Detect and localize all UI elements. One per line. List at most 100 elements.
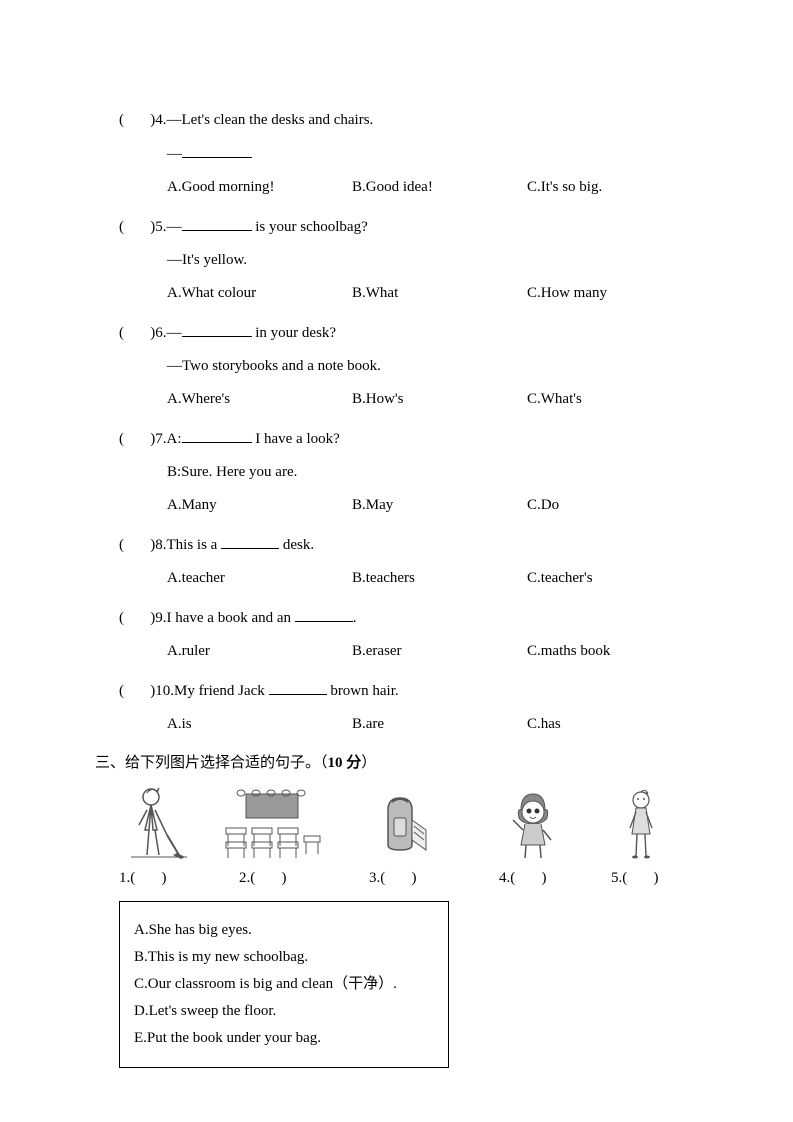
q4-prompt-line: ( ) 4.—Let's clean the desks and chairs.: [95, 110, 698, 131]
q-num: 9: [155, 610, 163, 626]
q10-suffix: brown hair.: [327, 683, 399, 699]
q9-suffix: .: [353, 610, 357, 626]
choice-a: A.Good morning!: [167, 177, 352, 198]
options-box: A.She has big eyes. B.This is my new sch…: [119, 901, 449, 1068]
answer-paren[interactable]: ( ): [119, 217, 155, 238]
q9-choices: A.ruler B.eraser C.maths book: [167, 641, 698, 662]
choice-c: C.It's so big.: [527, 177, 602, 198]
choice-a: A.Many: [167, 495, 352, 516]
blank[interactable]: [221, 534, 279, 549]
girl-sweeping-icon: [129, 785, 189, 860]
choice-b: B.are: [352, 714, 527, 735]
choice-b: B.teachers: [352, 568, 527, 589]
sec3-points: 10 分: [328, 755, 362, 771]
picture-1: [119, 785, 199, 860]
answer-5[interactable]: 5.( ): [611, 868, 659, 889]
q-num: 6: [155, 325, 163, 341]
q7-prompt-line: ( ) 7.A: I have a look?: [95, 428, 698, 450]
question-4: ( ) 4.—Let's clean the desks and chairs.…: [95, 110, 698, 198]
blank[interactable]: [182, 143, 252, 158]
answer-paren[interactable]: ( ): [119, 323, 155, 344]
q6-choices: A.Where's B.How's C.What's: [167, 389, 698, 410]
option-d: D.Let's sweep the floor.: [134, 1001, 434, 1022]
answer-paren[interactable]: ( ): [119, 535, 155, 556]
picture-4: [483, 790, 583, 860]
q8-prefix: This is a: [167, 537, 222, 553]
choice-a: A.ruler: [167, 641, 352, 662]
answer-4[interactable]: 4.( ): [499, 868, 611, 889]
option-e: E.Put the book under your bag.: [134, 1028, 434, 1049]
q6-response: —Two storybooks and a note book.: [167, 356, 698, 377]
question-8: ( ) 8.This is a desk. A.teacher B.teache…: [95, 534, 698, 589]
choice-c: C.teacher's: [527, 568, 593, 589]
answer-paren[interactable]: ( ): [119, 608, 155, 629]
picture-2: [211, 788, 331, 860]
q6-prefix: —: [167, 325, 182, 341]
choice-a: A.Where's: [167, 389, 352, 410]
q8-suffix: desk.: [279, 537, 314, 553]
q9-prompt-line: ( ) 9.I have a book and an .: [95, 607, 698, 629]
q4-prompt: —Let's clean the desks and chairs.: [167, 112, 374, 128]
q5-choices: A.What colour B.What C.How many: [167, 283, 698, 304]
q9-text: 9.I have a book and an .: [155, 607, 356, 629]
q6-prompt-line: ( ) 6.— in your desk?: [95, 322, 698, 344]
choice-c: C.How many: [527, 283, 607, 304]
q-num: 8: [155, 537, 163, 553]
q7-suffix: I have a look?: [252, 431, 340, 447]
choice-c: C.maths book: [527, 641, 610, 662]
blank[interactable]: [269, 680, 327, 695]
option-a: A.She has big eyes.: [134, 920, 434, 941]
choice-b: B.What: [352, 283, 527, 304]
girl-standing-icon: [616, 786, 666, 860]
answer-paren[interactable]: ( ): [119, 429, 155, 450]
option-b: B.This is my new schoolbag.: [134, 947, 434, 968]
blank[interactable]: [182, 322, 252, 337]
q8-text: 8.This is a desk.: [155, 534, 314, 556]
q6-suffix: in your desk?: [252, 325, 337, 341]
choice-c: C.Do: [527, 495, 559, 516]
blank[interactable]: [182, 216, 252, 231]
answers-row: 1.( ) 2.( ) 3.( ) 4.( ) 5.( ): [119, 868, 698, 889]
blank[interactable]: [182, 428, 252, 443]
choice-b: B.Good idea!: [352, 177, 527, 198]
q5-text: 5.— is your schoolbag?: [155, 216, 367, 238]
q5-response: —It's yellow.: [167, 250, 698, 271]
answer-3[interactable]: 3.( ): [369, 868, 499, 889]
option-c: C.Our classroom is big and clean（干净）.: [134, 974, 434, 995]
q5-prompt-line: ( ) 5.— is your schoolbag?: [95, 216, 698, 238]
choice-a: A.is: [167, 714, 352, 735]
q9-prefix: I have a book and an: [167, 610, 295, 626]
q7-choices: A.Many B.May C.Do: [167, 495, 698, 516]
picture-3: [353, 790, 453, 860]
answer-1[interactable]: 1.( ): [119, 868, 239, 889]
blank[interactable]: [295, 607, 353, 622]
choice-b: B.eraser: [352, 641, 527, 662]
q5-suffix: is your schoolbag?: [252, 219, 368, 235]
q-num: 4: [155, 112, 163, 128]
q8-choices: A.teacher B.teachers C.teacher's: [167, 568, 698, 589]
pictures-row: [119, 782, 698, 860]
q10-choices: A.is B.are C.has: [167, 714, 698, 735]
answer-paren[interactable]: ( ): [119, 110, 155, 131]
q-num: 10: [155, 683, 170, 699]
answer-paren[interactable]: ( ): [119, 681, 155, 702]
schoolbag-book-icon: [368, 790, 438, 860]
section-3-title: 三、给下列图片选择合适的句子。（10 分）: [95, 753, 698, 774]
choice-c: C.has: [527, 714, 561, 735]
sec3-suffix: ）: [361, 755, 376, 771]
q4-response-text: —: [167, 146, 182, 162]
q4-choices: A.Good morning! B.Good idea! C.It's so b…: [167, 177, 698, 198]
q7-prefix: A:: [167, 431, 182, 447]
question-6: ( ) 6.— in your desk? —Two storybooks an…: [95, 322, 698, 410]
answer-2[interactable]: 2.( ): [239, 868, 369, 889]
q8-prompt-line: ( ) 8.This is a desk.: [95, 534, 698, 556]
q-num: 7: [155, 431, 163, 447]
q7-text: 7.A: I have a look?: [155, 428, 340, 450]
q4-response: —: [167, 143, 698, 165]
choice-b: B.How's: [352, 389, 527, 410]
question-10: ( ) 10.My friend Jack brown hair. A.is B…: [95, 680, 698, 735]
q5-prefix: —: [167, 219, 182, 235]
question-7: ( ) 7.A: I have a look? B:Sure. Here you…: [95, 428, 698, 516]
q10-prompt-line: ( ) 10.My friend Jack brown hair.: [95, 680, 698, 702]
q6-text: 6.— in your desk?: [155, 322, 336, 344]
